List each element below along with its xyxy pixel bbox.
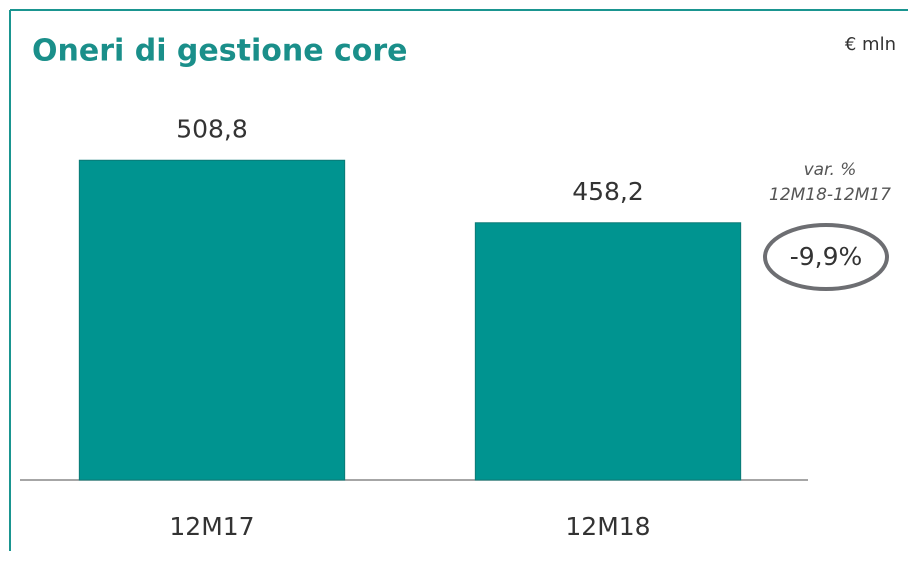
bar: [78, 159, 346, 481]
bar: [474, 222, 742, 481]
chart-title: Oneri di gestione core: [32, 34, 408, 69]
unit-label: € mln: [845, 34, 896, 55]
value-label: 508,8: [176, 114, 248, 143]
annotation-value: -9,9%: [790, 242, 863, 271]
x-tick-label: 12M18: [565, 512, 650, 541]
annotation-title: var. %: [804, 160, 857, 180]
x-tick-label: 12M17: [169, 512, 254, 541]
annotation-ellipse: [763, 223, 889, 291]
value-label: 458,2: [572, 177, 644, 206]
annotation-period: 12M18-12M17: [769, 185, 891, 205]
